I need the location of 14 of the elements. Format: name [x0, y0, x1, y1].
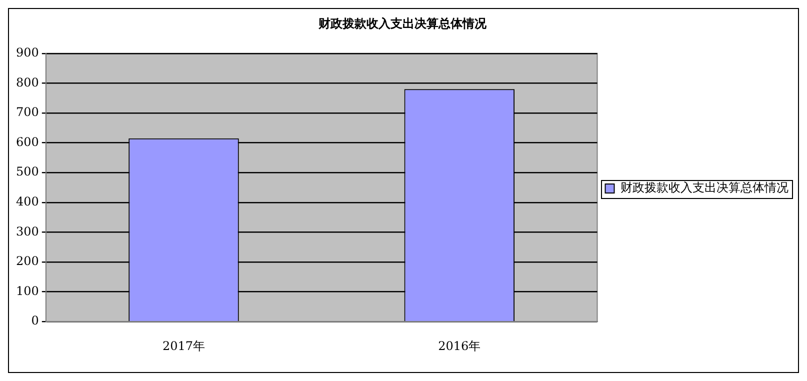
y-tick-label: 100 — [16, 284, 39, 298]
y-tick-label: 800 — [16, 75, 39, 90]
y-tick-label: 900 — [16, 46, 39, 60]
y-tick-label: 600 — [16, 134, 39, 149]
y-tick-label: 500 — [16, 164, 39, 179]
y-tick-label: 0 — [31, 314, 39, 328]
x-tick-label: 2017年 — [162, 338, 206, 353]
x-tick-label: 2016年 — [438, 338, 481, 353]
legend-label: 财政拨款收入支出决算总体情况 — [620, 180, 788, 195]
y-tick-label: 300 — [16, 224, 39, 238]
y-tick-label: 700 — [16, 105, 39, 120]
y-tick-label: 200 — [16, 254, 39, 268]
y-tick-label: 400 — [16, 194, 39, 209]
chart-title: 财政拨款收入支出决算总体情况 — [318, 16, 488, 30]
